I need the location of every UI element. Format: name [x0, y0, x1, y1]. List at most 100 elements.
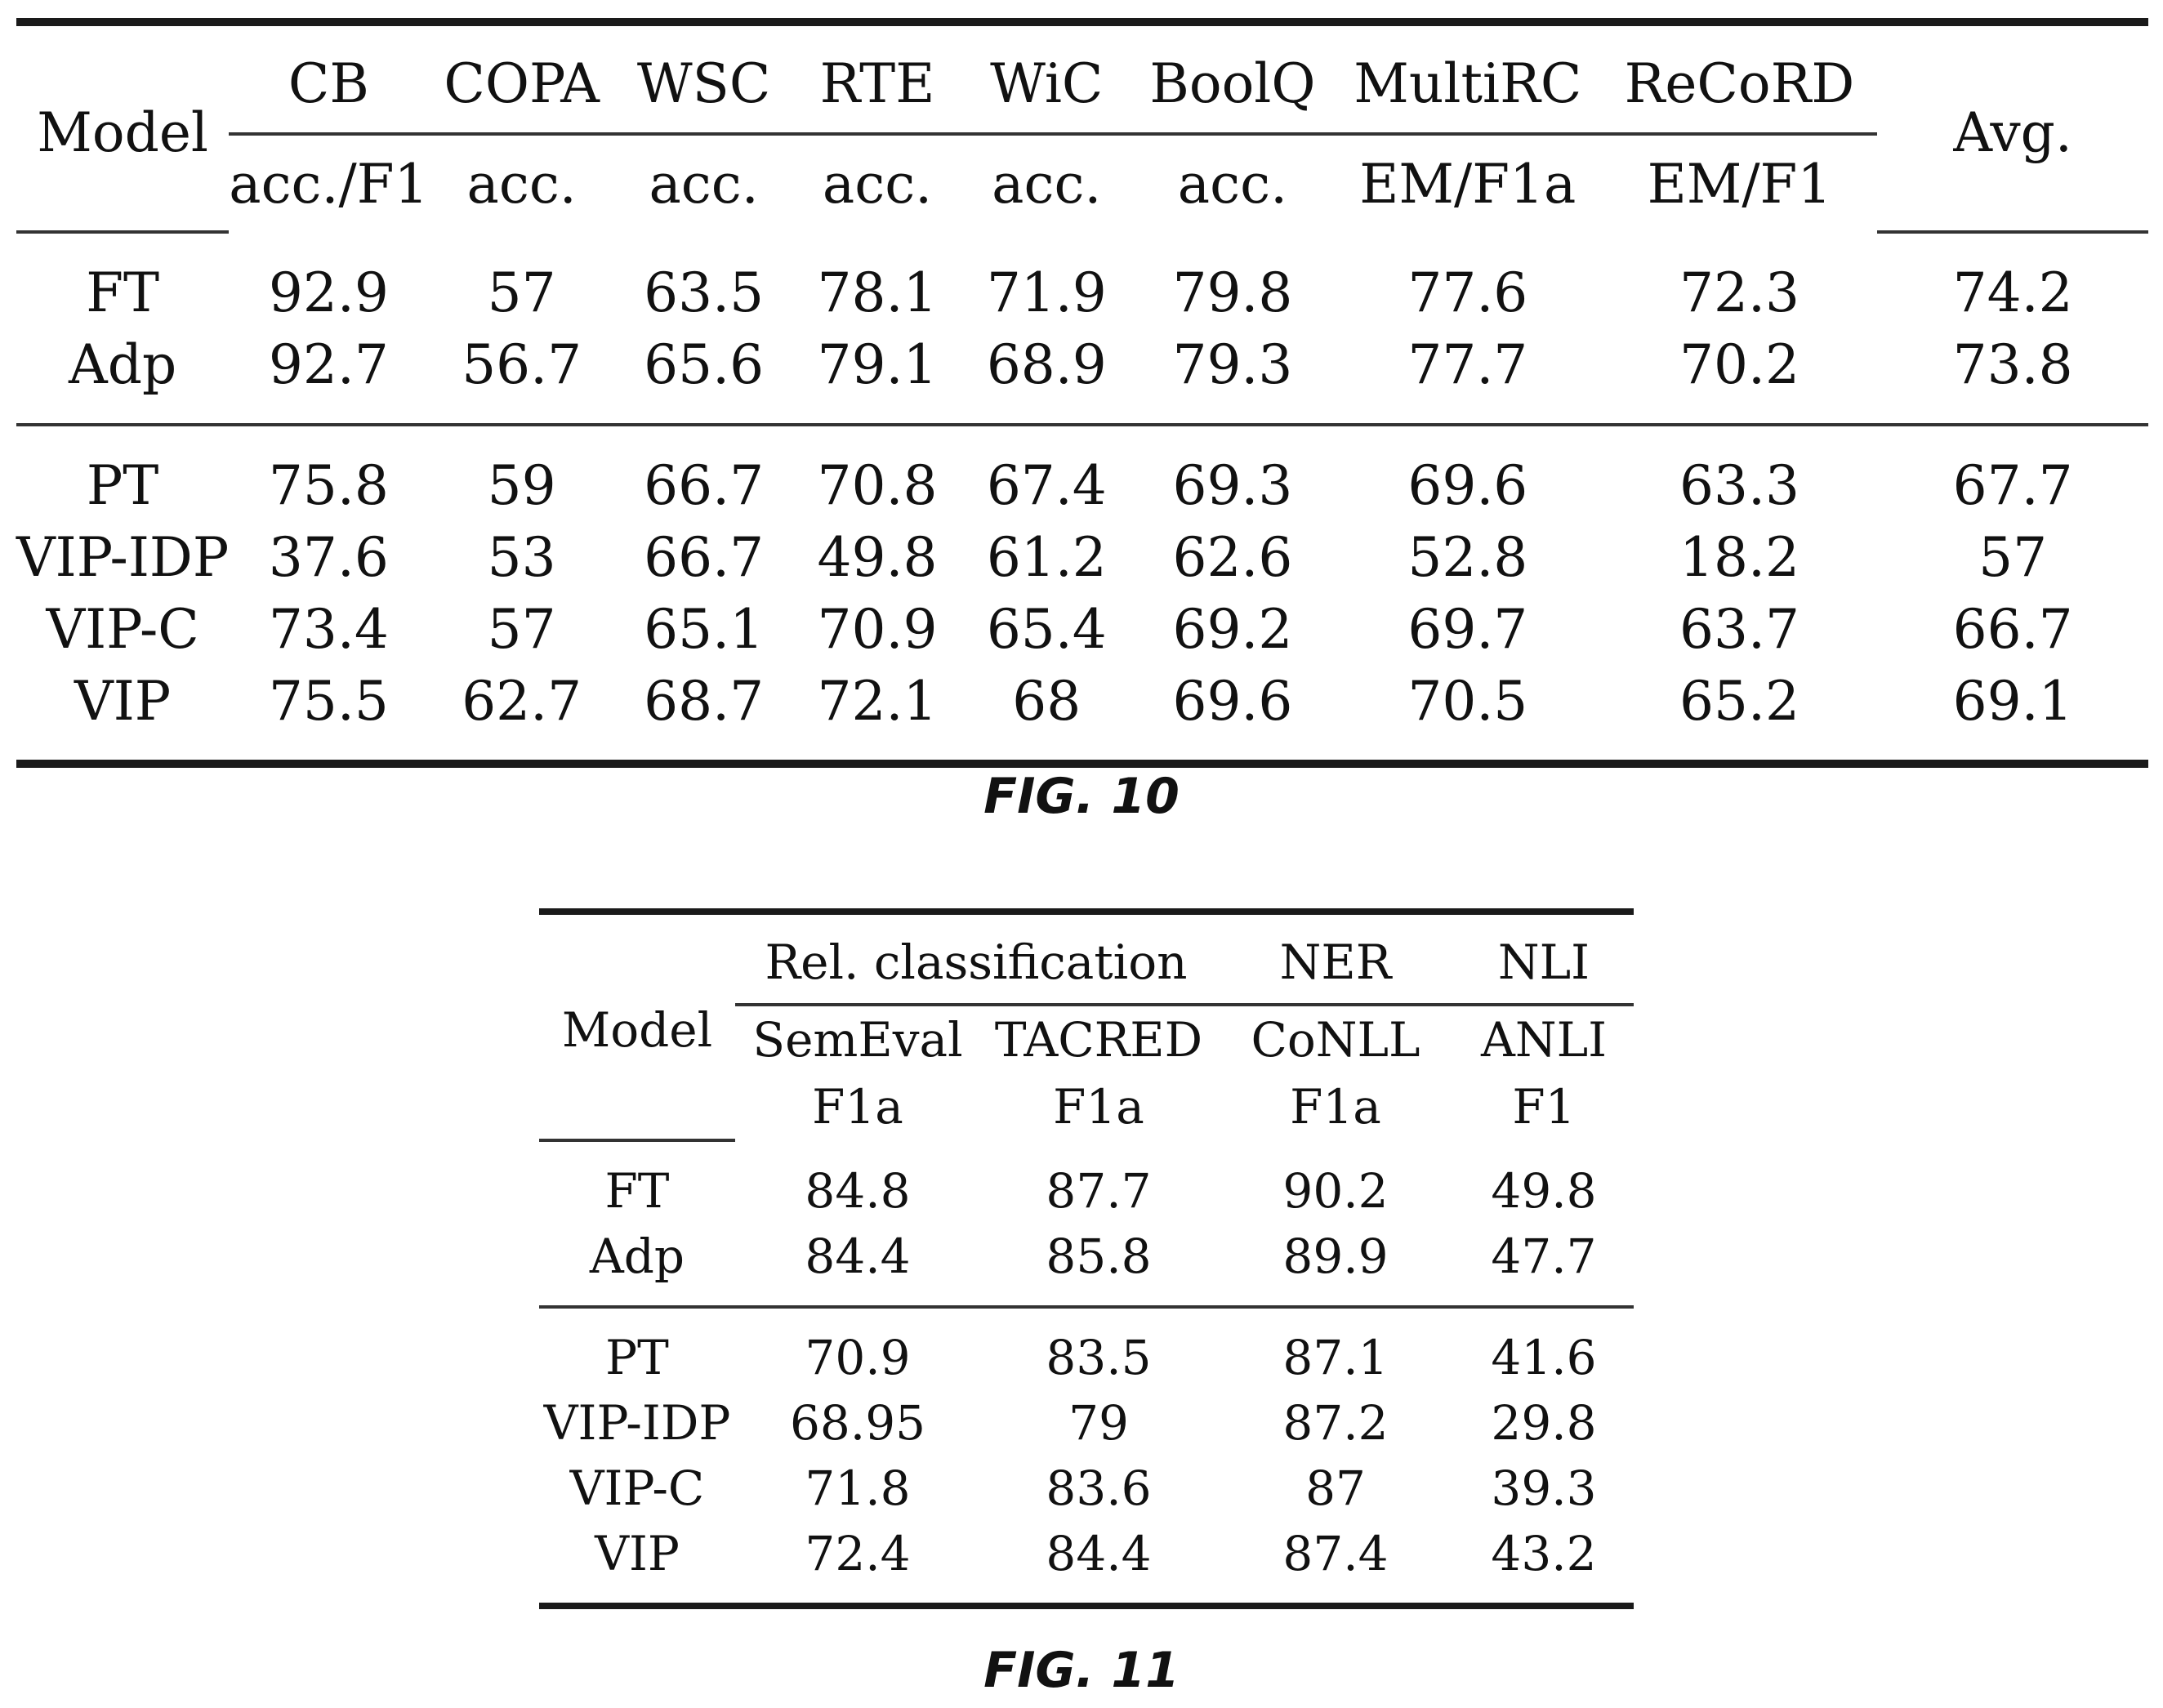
column-header: ANLI: [1480, 1012, 1608, 1068]
group-header: NLI: [1454, 921, 1634, 1006]
value-cell: 66.7: [644, 525, 765, 589]
value-cell: 65.6: [644, 332, 765, 396]
value-cell: 37.6: [268, 525, 389, 589]
header-row-metrics: acc./F1 acc. acc. acc. acc. acc. EM/F1a …: [16, 134, 2148, 232]
column-header: RTE: [792, 34, 962, 136]
table-row: VIP-IDP 68.95 79 87.2 29.8: [539, 1390, 1634, 1456]
value-cell: 69.3: [1172, 453, 1293, 517]
column-header: COPA: [428, 34, 615, 136]
value-cell: 75.5: [268, 669, 389, 733]
avg-cell: 57: [1978, 525, 2048, 589]
table-row: Adp 92.7 56.7 65.6 79.1 68.9 79.3 77.7 7…: [16, 328, 2148, 400]
table-row: PT 70.9 83.5 87.1 41.6: [539, 1325, 1634, 1390]
value-cell: 84.4: [1046, 1526, 1152, 1581]
value-cell: 85.8: [1046, 1229, 1152, 1284]
model-cell: VIP: [595, 1526, 680, 1581]
metric-header: acc.: [649, 152, 759, 216]
value-cell: 87.1: [1282, 1330, 1389, 1385]
model-cell: FT: [604, 1163, 670, 1219]
table-row: VIP 75.5 62.7 68.7 72.1 68 69.6 70.5 65.…: [16, 665, 2148, 737]
table-row: FT 84.8 87.7 90.2 49.8: [539, 1158, 1634, 1224]
value-cell: 77.7: [1407, 332, 1528, 396]
column-header: CB: [229, 34, 429, 136]
value-cell: 47.7: [1491, 1229, 1597, 1284]
header-row-groups: Model Rel. classification NER NLI: [539, 921, 1634, 1058]
value-cell: 61.2: [986, 525, 1107, 589]
avg-cell: 74.2: [1952, 261, 2073, 324]
model-cell: VIP-C: [46, 597, 199, 661]
value-cell: 62.7: [462, 669, 582, 733]
model-cell: VIP-IDP: [16, 525, 230, 589]
table-row: FT 92.9 57 63.5 78.1 71.9 79.8 77.6 72.3…: [16, 256, 2148, 328]
column-header: MultiRC: [1333, 34, 1602, 136]
value-cell: 43.2: [1491, 1526, 1597, 1581]
table-row: VIP 72.4 84.4 87.4 43.2: [539, 1521, 1634, 1586]
value-cell: 57: [487, 597, 556, 661]
model-header: Model: [37, 100, 208, 164]
table-row: VIP-C 73.4 57 65.1 70.9 65.4 69.2 69.7 6…: [16, 593, 2148, 665]
value-cell: 87: [1305, 1460, 1366, 1516]
value-cell: 68.7: [644, 669, 765, 733]
metric-header: EM/F1a: [1359, 152, 1577, 216]
model-cell: VIP-IDP: [543, 1395, 731, 1451]
value-cell: 79.3: [1172, 332, 1293, 396]
value-cell: 87.4: [1282, 1526, 1389, 1581]
metric-header: acc.: [466, 152, 577, 216]
value-cell: 68.9: [986, 332, 1107, 396]
value-cell: 84.8: [805, 1163, 911, 1219]
value-cell: 79.1: [817, 332, 938, 396]
metric-header: acc.: [992, 152, 1102, 216]
top-rule: [16, 18, 2148, 34]
value-cell: 79.8: [1172, 261, 1293, 324]
avg-cell: 66.7: [1952, 597, 2073, 661]
value-cell: 77.6: [1407, 261, 1528, 324]
value-cell: 70.9: [805, 1330, 911, 1385]
metric-header: F1a: [812, 1079, 903, 1135]
value-cell: 87.7: [1046, 1163, 1152, 1219]
value-cell: 39.3: [1491, 1460, 1597, 1516]
value-cell: 69.6: [1407, 453, 1528, 517]
fig10-results-table: Model CB COPA WSC RTE WiC BoolQ MultiRC …: [16, 18, 2148, 772]
value-cell: 89.9: [1282, 1229, 1389, 1284]
model-cell: PT: [605, 1330, 669, 1385]
value-cell: 71.9: [986, 261, 1107, 324]
column-header: BoolQ: [1131, 34, 1334, 136]
model-cell: VIP-C: [569, 1460, 705, 1516]
metric-header: F1a: [1053, 1079, 1144, 1135]
value-cell: 29.8: [1491, 1395, 1597, 1451]
value-cell: 72.4: [805, 1526, 911, 1581]
value-cell: 79: [1068, 1395, 1129, 1451]
avg-cell: 73.8: [1952, 332, 2073, 396]
metric-header: acc.: [822, 152, 933, 216]
model-cell: Adp: [69, 332, 177, 396]
value-cell: 49.8: [817, 525, 938, 589]
value-cell: 63.3: [1679, 453, 1800, 517]
column-header: WSC: [614, 34, 793, 136]
figure-caption: FIG. 11: [983, 1642, 1180, 1699]
value-cell: 68: [1012, 669, 1082, 733]
value-cell: 65.1: [644, 597, 765, 661]
value-cell: 69.2: [1172, 597, 1293, 661]
value-cell: 62.6: [1172, 525, 1293, 589]
value-cell: 75.8: [268, 453, 389, 517]
table-row: PT 75.8 59 66.7 70.8 67.4 69.3 69.6 63.3…: [16, 449, 2148, 521]
bottom-rule: [539, 1603, 1634, 1612]
value-cell: 41.6: [1491, 1330, 1597, 1385]
value-cell: 70.9: [817, 597, 938, 661]
column-header: WiC: [961, 34, 1131, 136]
avg-cell: 69.1: [1952, 669, 2073, 733]
avg-header: Avg.: [1953, 100, 2072, 164]
table-row: VIP-C 71.8 83.6 87 39.3: [539, 1456, 1634, 1521]
value-cell: 72.1: [817, 669, 938, 733]
value-cell: 78.1: [817, 261, 938, 324]
value-cell: 66.7: [644, 453, 765, 517]
value-cell: 57: [487, 261, 556, 324]
value-cell: 69.6: [1172, 669, 1293, 733]
value-cell: 83.6: [1046, 1460, 1152, 1516]
figure-caption: FIG. 10: [983, 768, 1180, 825]
value-cell: 65.2: [1679, 669, 1800, 733]
value-cell: 70.8: [817, 453, 938, 517]
metric-header: F1a: [1290, 1079, 1381, 1135]
value-cell: 56.7: [462, 332, 582, 396]
metric-header: EM/F1: [1647, 152, 1832, 216]
